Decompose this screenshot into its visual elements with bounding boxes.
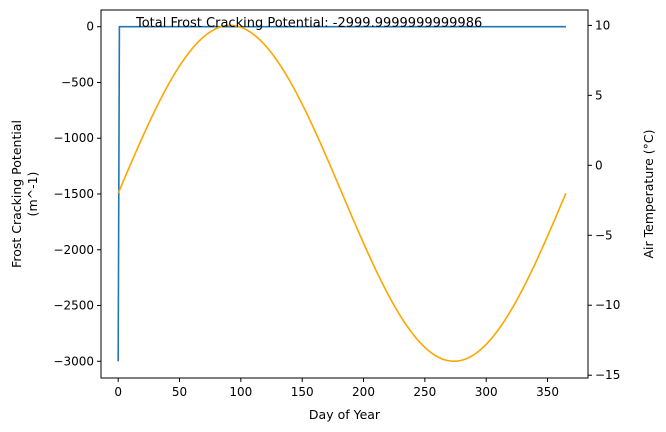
x-tick-label: 350 bbox=[536, 385, 559, 399]
x-axis: 0 50 100 150 200 250 300 350 bbox=[114, 378, 559, 399]
y-right-tick-label: −10 bbox=[595, 298, 620, 312]
y-left-tick-label: −2000 bbox=[53, 243, 94, 257]
y-right-tick-label: 0 bbox=[595, 158, 603, 172]
y-axis-left: 0 −500 −1000 −1500 −2000 −2500 −3000 bbox=[53, 20, 101, 368]
plot-content bbox=[117, 24, 567, 363]
x-tick-label: 300 bbox=[475, 385, 498, 399]
y-right-tick-label: −15 bbox=[595, 368, 620, 382]
series-line-frost-cracking bbox=[117, 25, 566, 362]
y-left-tick-label: −2500 bbox=[53, 299, 94, 313]
y-left-tick-label: −1500 bbox=[53, 187, 94, 201]
x-tick-label: 250 bbox=[413, 385, 436, 399]
x-tick-label: 0 bbox=[114, 385, 122, 399]
y-left-tick-label: −1000 bbox=[53, 131, 94, 145]
y-axis-right-title: Air Temperature (°C) bbox=[641, 129, 656, 258]
y-axis-left-title-line2: (m^-1) bbox=[25, 172, 40, 217]
y-left-tick-label: −3000 bbox=[53, 354, 94, 368]
total-annotation: Total Frost Cracking Potential: -2999.99… bbox=[135, 16, 482, 31]
y-axis-left-title-line1: Frost Cracking Potential bbox=[9, 120, 24, 268]
x-tick-label: 50 bbox=[172, 385, 187, 399]
y-left-tick-label: −500 bbox=[61, 75, 94, 89]
x-tick-label: 200 bbox=[352, 385, 375, 399]
plot-frame bbox=[100, 9, 589, 379]
y-right-tick-label: −5 bbox=[595, 228, 613, 242]
y-right-tick-label: 5 bbox=[595, 88, 603, 102]
x-tick-label: 150 bbox=[291, 385, 314, 399]
y-axis-right: 10 5 0 −5 −10 −15 bbox=[588, 18, 620, 382]
x-axis-title: Day of Year bbox=[309, 407, 381, 422]
x-tick-label: 100 bbox=[229, 385, 252, 399]
y-right-tick-label: 10 bbox=[595, 18, 610, 32]
series-line-air-temperature bbox=[117, 24, 567, 363]
y-left-tick-label: 0 bbox=[86, 20, 94, 34]
